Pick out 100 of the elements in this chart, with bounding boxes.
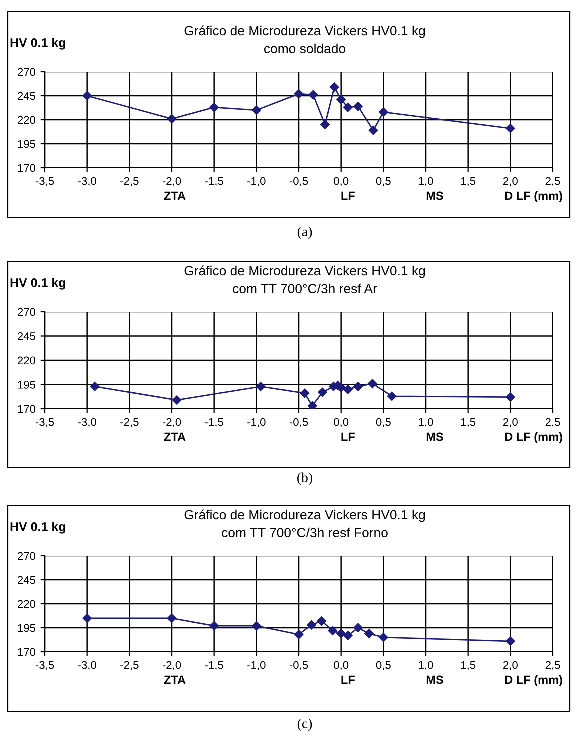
x-tick-label: 0,5 — [376, 177, 391, 186]
x-tick-label: 2,0 — [504, 661, 518, 670]
y-tick-label: 220 — [18, 116, 36, 124]
x-tick-label: 1,5 — [461, 661, 476, 670]
y-tick-label: 270 — [18, 308, 36, 316]
x-tick-label: 0,0 — [334, 418, 349, 428]
y-axis-title: HV 0.1 kg — [10, 278, 66, 290]
point — [252, 106, 262, 116]
point — [336, 629, 346, 638]
x-tick-label: 2,0 — [504, 418, 518, 428]
x-tick-label: -2,5 — [120, 177, 139, 186]
text: (a) — [298, 226, 312, 240]
point — [506, 392, 516, 402]
x-tick-label: 2,5 — [546, 661, 560, 670]
y-tick-label: 245 — [18, 332, 36, 340]
point — [210, 621, 219, 631]
x-tick-label: -2,5 — [120, 661, 139, 670]
x-tick-label: -1,5 — [205, 418, 224, 428]
y-tick-label: 270 — [18, 552, 36, 560]
x-tick-label: 0,0 — [334, 177, 349, 186]
point — [308, 401, 318, 409]
point — [506, 636, 516, 646]
point — [354, 623, 363, 633]
x-tick-label: 1,5 — [461, 177, 476, 186]
point — [294, 630, 304, 640]
x-tick-label: 0,0 — [334, 661, 349, 670]
y-axis-title: HV 0.1 kg — [10, 38, 66, 50]
x-tick-label: -3,5 — [36, 418, 54, 428]
y-tick-label: 195 — [18, 624, 36, 632]
text: LF — [342, 432, 355, 442]
point — [318, 388, 328, 398]
x-tick-label: 2,5 — [546, 177, 560, 186]
point — [506, 124, 516, 134]
point — [330, 82, 340, 92]
point — [82, 91, 92, 101]
x-tick-label: -0,5 — [290, 177, 308, 186]
x-tick-label: -1,5 — [205, 661, 224, 670]
x-tick-label: 0,5 — [376, 661, 391, 670]
x-tick-label: 1,0 — [419, 661, 434, 670]
chart-title: Gráfico de Microdureza Vickers HV0.1 kg — [184, 26, 426, 38]
y-tick-label: 195 — [18, 381, 36, 389]
text: D LF (mm) — [505, 191, 562, 202]
x-tick-label: -0,5 — [290, 661, 308, 670]
point — [167, 614, 177, 624]
y-tick-label: 245 — [18, 92, 36, 100]
x-tick-label: -3,0 — [78, 418, 96, 428]
point — [368, 379, 378, 388]
y-tick-label: 195 — [18, 140, 36, 148]
x-tick-label: -3,0 — [78, 661, 96, 670]
x-tick-label: 2,0 — [504, 177, 518, 186]
point — [354, 382, 363, 392]
text: MS — [426, 192, 444, 200]
y-tick-label: 220 — [18, 600, 36, 608]
chart-subtitle: como soldado — [264, 44, 346, 54]
x-tick-label: -2,0 — [162, 177, 182, 186]
chart-subtitle: com TT 700°C/3h resf Forno — [222, 528, 388, 538]
x-tick-label: -3,5 — [36, 177, 54, 186]
x-tick-label: -2,0 — [162, 418, 182, 428]
text: MS — [426, 432, 444, 442]
chart-title: Gráfico de Microdureza Vickers HV0.1 kg — [184, 266, 426, 278]
chart-subtitle: com TT 700°C/3h resf Ar — [233, 284, 378, 294]
x-tick-label: 0,5 — [376, 418, 391, 428]
point — [343, 102, 353, 112]
text: ZTA — [164, 432, 186, 442]
x-tick-label: -1,0 — [248, 661, 266, 670]
y-tick-label: 170 — [18, 648, 36, 656]
text: LF — [342, 192, 355, 200]
text: ZTA — [164, 676, 186, 684]
point — [167, 114, 177, 124]
x-tick-label: -2,5 — [120, 418, 139, 428]
text: D LF (mm) — [505, 675, 562, 687]
y-tick-label: 170 — [18, 405, 36, 414]
x-tick-label: -3,0 — [78, 177, 96, 186]
point — [90, 382, 100, 392]
y-axis-title: HV 0.1 kg — [10, 522, 66, 534]
point — [308, 90, 318, 100]
point — [379, 632, 388, 642]
y-tick-label: 270 — [18, 68, 36, 76]
text: LF — [342, 676, 355, 684]
x-tick-label: 1,0 — [419, 177, 434, 186]
point — [388, 392, 397, 402]
point — [368, 126, 378, 136]
point — [379, 108, 388, 117]
x-tick-label: -3,5 — [36, 661, 54, 670]
text: MS — [426, 676, 444, 684]
point — [343, 631, 353, 640]
x-tick-label: -1,0 — [248, 418, 266, 428]
x-tick-label: -0,5 — [290, 418, 308, 428]
x-tick-label: -2,0 — [162, 661, 182, 670]
point — [294, 89, 304, 99]
point — [364, 629, 374, 638]
text: ZTA — [164, 192, 186, 200]
y-tick-label: 170 — [18, 164, 36, 172]
point — [256, 382, 266, 392]
y-tick-label: 220 — [18, 356, 36, 365]
point — [328, 626, 338, 636]
point — [354, 102, 363, 112]
point — [172, 396, 182, 405]
x-tick-label: 1,5 — [461, 418, 476, 428]
x-tick-label: -1,5 — [205, 177, 224, 186]
